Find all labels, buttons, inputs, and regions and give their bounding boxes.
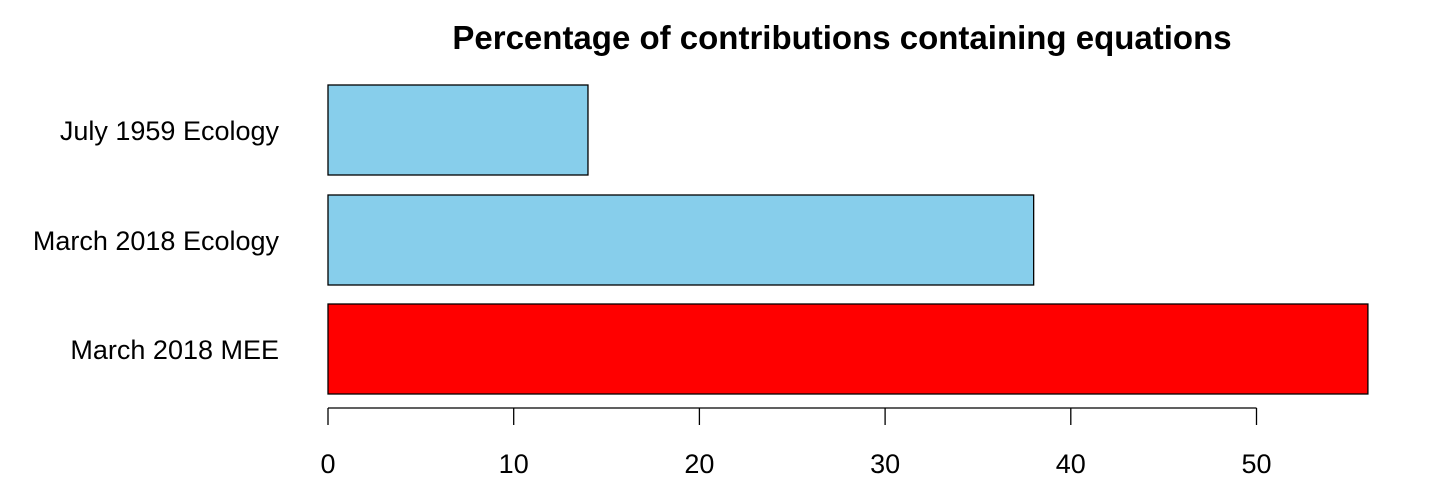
category-label-july-1959-ecology: July 1959 Ecology — [60, 116, 280, 146]
x-tick-label-20: 20 — [684, 449, 714, 479]
chart-title: Percentage of contributions containing e… — [452, 19, 1231, 56]
x-tick-label-50: 50 — [1241, 449, 1271, 479]
x-axis: 0 10 20 30 40 50 — [320, 407, 1272, 479]
x-tick-label-10: 10 — [499, 449, 529, 479]
bar-march-2018-mee — [327, 303, 1369, 395]
bar-march-2018-ecology — [327, 194, 1035, 286]
category-label-march-2018-ecology: March 2018 Ecology — [33, 226, 280, 256]
x-tick-label-0: 0 — [320, 449, 335, 479]
category-labels: July 1959 Ecology March 2018 Ecology March… — [33, 116, 280, 365]
x-tick-label-40: 40 — [1056, 449, 1086, 479]
bars-layer — [327, 84, 1369, 395]
bar-july-1959-ecology — [327, 84, 589, 176]
category-label-march-2018-mee: March 2018 MEE — [70, 335, 279, 365]
x-tick-label-30: 30 — [870, 449, 900, 479]
